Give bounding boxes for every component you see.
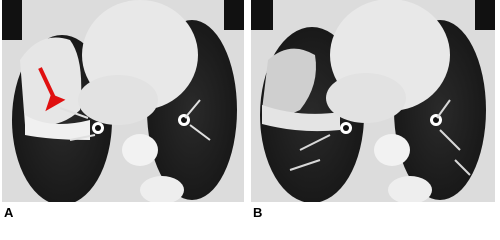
- panel-label: B: [253, 205, 262, 220]
- panel-label: A: [4, 205, 14, 220]
- ct-panel-a: [2, 0, 244, 202]
- ct-panel-b: [251, 0, 495, 202]
- figure: A B: [2, 0, 495, 220]
